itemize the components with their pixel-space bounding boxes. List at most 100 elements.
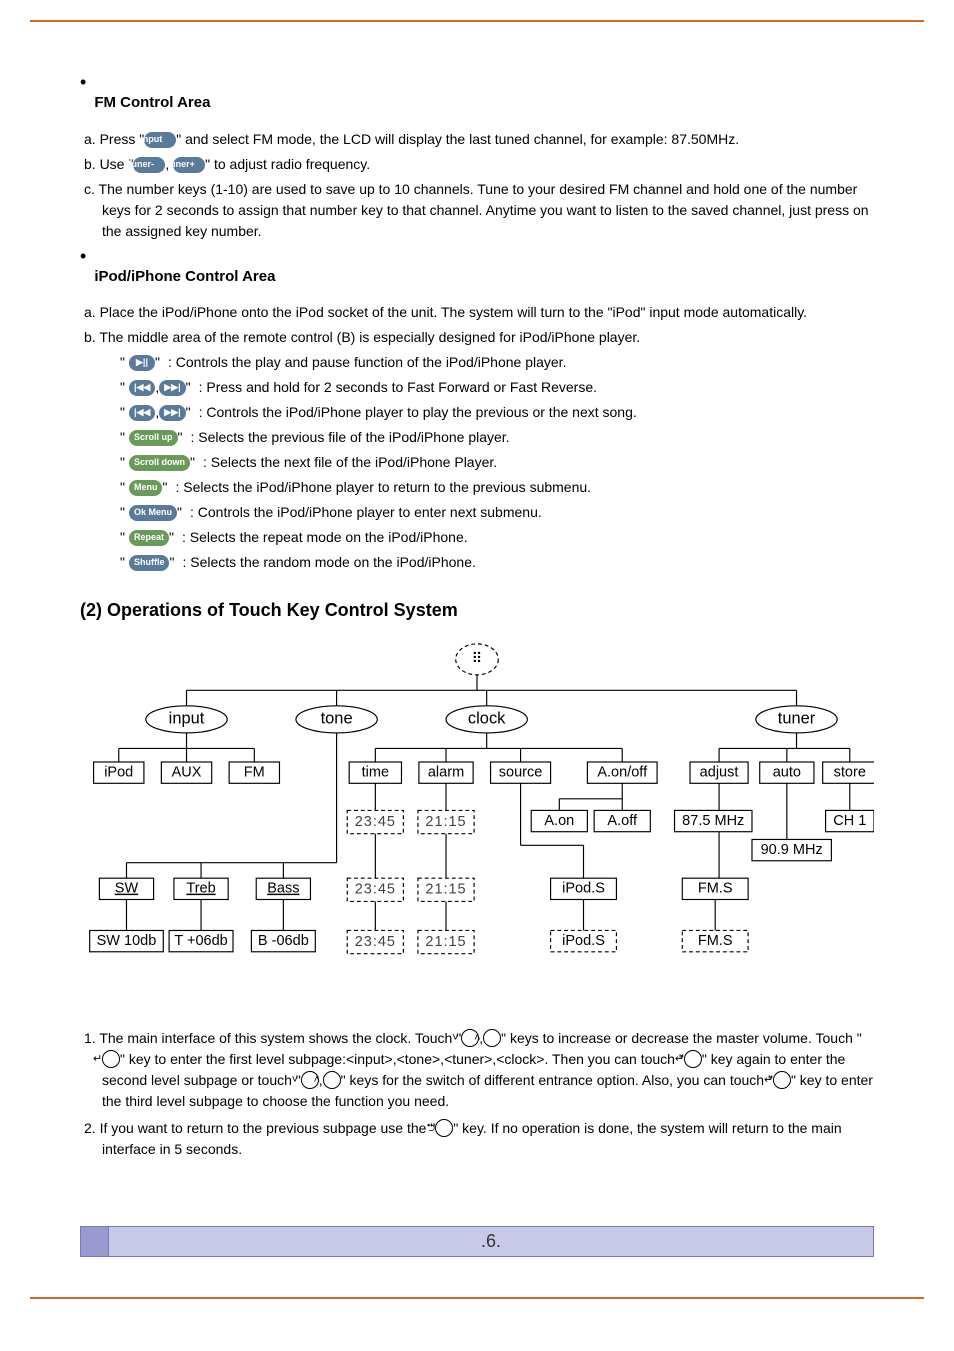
node-aon: A.on: [544, 813, 574, 829]
control-description: : Selects the next file of the iPod/iPho…: [203, 452, 497, 473]
node-fms2: FM.S: [698, 933, 733, 949]
node-treb: Treb: [186, 881, 215, 897]
node-bass-val: B -06db: [258, 933, 309, 949]
node-treb-val: T +06db: [174, 933, 227, 949]
text: " keys for the switch of different entra…: [341, 1072, 773, 1088]
remote-button-icon: ▶▶|: [159, 405, 185, 421]
control-description: : Press and hold for 2 seconds to Fast F…: [199, 377, 597, 398]
text: ": [162, 477, 167, 498]
node-source: source: [499, 764, 543, 780]
ipod-control-row: " |◀◀, ▶▶| " : Press and hold for 2 seco…: [120, 377, 874, 398]
node-alarm-v3: 21:15: [425, 934, 466, 950]
node-time-v3: 23:45: [355, 934, 396, 950]
node-time-v2: 23:45: [355, 882, 396, 898]
text: ": [155, 352, 160, 373]
text: " keys to increase or decrease the maste…: [501, 1030, 862, 1046]
text: ": [120, 402, 125, 423]
fm-item-b: b. Use "Tuner-, Tuner+" to adjust radio …: [84, 154, 874, 175]
up-key-icon: ˄: [323, 1071, 341, 1089]
text: 2. If you want to return to the previous…: [84, 1120, 435, 1136]
text: ": [120, 527, 125, 548]
text: ": [120, 352, 125, 373]
ipod-control-row: " Repeat " : Selects the repeat mode on …: [120, 527, 874, 548]
control-description: : Selects the random mode on the iPod/iP…: [182, 552, 475, 573]
text: ": [120, 552, 125, 573]
page-number: .6.: [109, 1227, 873, 1256]
enter-key-icon: ↵: [773, 1071, 791, 1089]
ipod-control-row: " Scroll down " : Selects the next file …: [120, 452, 874, 473]
node-time-v1: 23:45: [355, 814, 396, 830]
node-alarm-v1: 21:15: [425, 814, 466, 830]
ipod-control-row: " ▶|| " : Controls the play and pause fu…: [120, 352, 874, 373]
text: ": [178, 427, 183, 448]
control-description: : Selects the iPod/iPhone player to retu…: [175, 477, 591, 498]
fm-item-c: c. The number keys (1-10) are used to sa…: [84, 179, 874, 242]
ipod-item-b: b. The middle area of the remote control…: [84, 327, 874, 348]
ops-para-1: 1. The main interface of this system sho…: [84, 1028, 874, 1112]
control-description: : Controls the play and pause function o…: [168, 352, 567, 373]
node-clock: clock: [468, 710, 506, 728]
text: 1. The main interface of this system sho…: [84, 1030, 461, 1046]
control-description: : Controls the iPod/iPhone player to pla…: [199, 402, 637, 423]
fm-title: FM Control Area: [94, 92, 210, 115]
bottom-rule: [30, 1297, 924, 1299]
node-ipods1: iPod.S: [562, 881, 605, 897]
node-adjust: adjust: [700, 764, 739, 780]
remote-button-icon: |◀◀: [129, 405, 155, 421]
node-store: store: [834, 764, 866, 780]
node-store-val: CH 1: [833, 813, 866, 829]
node-time: time: [362, 764, 389, 780]
remote-button-icon: Shuffle: [129, 555, 170, 571]
up-key-icon: ˄: [483, 1029, 501, 1047]
text: ": [120, 477, 125, 498]
node-auto-val: 90.9 MHz: [761, 842, 823, 858]
node-fms1: FM.S: [698, 881, 733, 897]
tuner-minus-icon: Tuner-: [133, 157, 165, 173]
node-aoff: A.off: [607, 813, 638, 829]
footer-tab: [81, 1227, 109, 1256]
text: ": [177, 502, 182, 523]
node-ipod: iPod: [104, 764, 133, 780]
text: " key to enter the first level subpage:<…: [120, 1051, 684, 1067]
touch-key-diagram: ⠿ input tone clock tuner iPod: [80, 640, 874, 1008]
remote-button-icon: Repeat: [129, 530, 169, 546]
text: a. Press ": [84, 131, 144, 147]
control-description: : Selects the previous file of the iPod/…: [190, 427, 509, 448]
fm-heading: • FM Control Area: [80, 72, 874, 123]
text: ": [169, 527, 174, 548]
text: ": [169, 552, 174, 573]
text: ": [186, 402, 191, 423]
back-key-icon: ⮌: [435, 1119, 453, 1137]
node-adjust-val: 87.5 MHz: [682, 813, 744, 829]
root-glyph: ⠿: [472, 650, 483, 667]
ipod-control-row: " Scroll up " : Selects the previous fil…: [120, 427, 874, 448]
ipod-title: iPod/iPhone Control Area: [94, 266, 275, 289]
page-footer: .6.: [80, 1226, 874, 1257]
page-content: • FM Control Area a. Press "Input" and s…: [0, 22, 954, 1196]
node-fm: FM: [244, 764, 265, 780]
node-aonoff: A.on/off: [597, 764, 648, 780]
tuner-plus-icon: Tuner+: [173, 157, 205, 173]
text: ": [120, 377, 125, 398]
ipod-item-a: a. Place the iPod/iPhone onto the iPod s…: [84, 302, 874, 323]
bullet-icon: •: [80, 72, 86, 94]
node-aux: AUX: [172, 764, 202, 780]
enter-key-icon: ↵: [102, 1050, 120, 1068]
bullet-icon: •: [80, 246, 86, 268]
remote-button-icon: Ok Menu: [129, 505, 177, 521]
ipod-control-row: " Ok Menu " : Controls the iPod/iPhone p…: [120, 502, 874, 523]
text: ": [120, 427, 125, 448]
control-description: : Controls the iPod/iPhone player to ent…: [190, 502, 542, 523]
node-tone: tone: [321, 710, 353, 728]
input-button-icon: Input: [144, 132, 176, 148]
enter-key-icon: ↵: [684, 1050, 702, 1068]
text: ": [186, 377, 191, 398]
text: " and select FM mode, the LCD will displ…: [176, 131, 739, 147]
ipod-control-row: " Menu " : Selects the iPod/iPhone playe…: [120, 477, 874, 498]
ops-para-2: 2. If you want to return to the previous…: [84, 1118, 874, 1160]
operations-heading: (2) Operations of Touch Key Control Syst…: [80, 597, 874, 624]
ipod-control-row: " Shuffle " : Selects the random mode on…: [120, 552, 874, 573]
text: ": [190, 452, 195, 473]
remote-button-icon: Menu: [129, 480, 163, 496]
node-alarm-v2: 21:15: [425, 882, 466, 898]
